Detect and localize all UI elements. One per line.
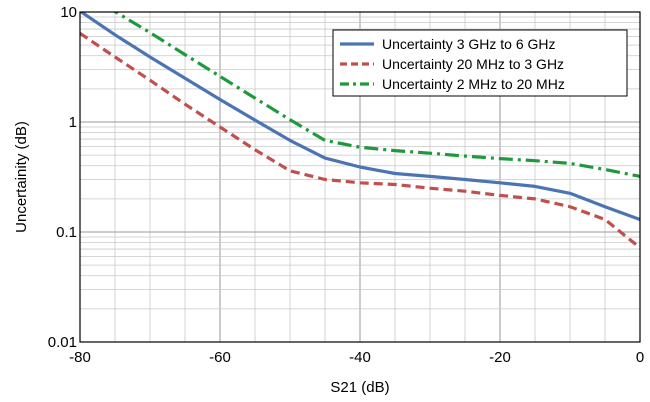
series-line-3 <box>111 12 640 178</box>
y-tick-label: 0.01 <box>48 334 77 351</box>
x-axis-title: S21 (dB) <box>330 379 389 396</box>
x-tick-label: -80 <box>69 349 91 366</box>
legend-label-2: Uncertainty 20 MHz to 3 GHz <box>382 56 564 72</box>
legend-label-3: Uncertainty 2 MHz to 20 MHz <box>382 76 565 92</box>
y-axis-title: Uncertainity (dB) <box>13 121 30 233</box>
series-line-2 <box>80 31 640 249</box>
plot-frame <box>79 11 641 343</box>
x-tick-labels: -80 -60 -40 -20 0 <box>69 349 644 366</box>
x-tick-label: -20 <box>489 349 511 366</box>
y-tick-label: 10 <box>60 4 77 21</box>
x-tick-label: 0 <box>636 349 644 366</box>
series-group <box>80 12 640 249</box>
y-tick-labels: 10 1 0.1 0.01 <box>48 4 77 351</box>
legend: Uncertainty 3 GHz to 6 GHz Uncertainty 20… <box>332 29 628 97</box>
y-tick-label: 1 <box>69 114 77 131</box>
y-tick-label: 0.1 <box>56 224 77 241</box>
series-line-1 <box>80 12 640 222</box>
legend-box <box>332 29 628 97</box>
x-tick-label: -40 <box>349 349 371 366</box>
x-tick-label: -60 <box>209 349 231 366</box>
legend-label-1: Uncertainty 3 GHz to 6 GHz <box>382 36 556 52</box>
